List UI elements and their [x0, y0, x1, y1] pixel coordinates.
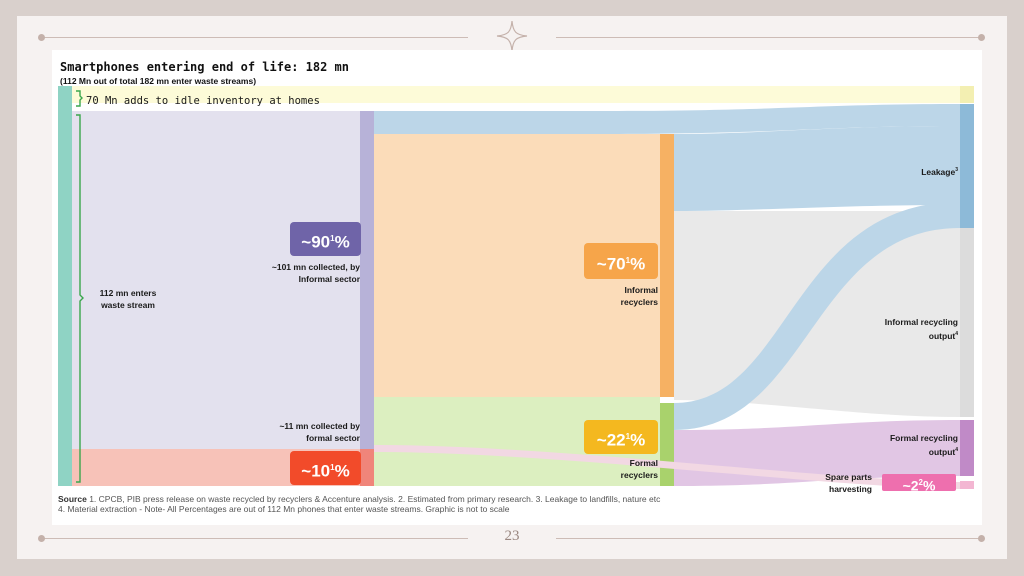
spare-parts-line2: harvesting — [829, 484, 872, 494]
bottom-left-dot — [38, 535, 45, 542]
idle-inventory-label: 70 Mn adds to idle inventory at homes — [86, 95, 320, 107]
informal-to-leakage-flow — [674, 126, 960, 211]
informal-collection-flow — [72, 111, 360, 449]
formal-collection-value: ~10 — [301, 461, 331, 481]
informal-collection-badge: ~901% — [290, 222, 361, 256]
informal-recyclers-line2: recyclers — [620, 297, 658, 307]
formal-collected-line2: formal sector — [306, 433, 360, 443]
idle-inventory-band — [72, 86, 974, 103]
spare-parts-sup: 2 — [918, 478, 923, 487]
source-line2: 4. Material extraction - Note- All Perce… — [58, 504, 510, 514]
formal-recycler-bar — [660, 403, 674, 486]
source-line1-wrap: Source 1. CPCB, PIB press release on was… — [58, 494, 660, 504]
formal-collected-line1: ~11 mn collected by — [279, 421, 360, 431]
waste-stream-bar — [58, 86, 72, 486]
leakage-label: Leakage3 — [880, 164, 958, 178]
top-rule-right — [556, 37, 981, 38]
informal-collected-label: ~101 mn collected, by Informal sector — [230, 261, 360, 285]
informal-output-line2: output — [928, 330, 956, 341]
leakage-flow-top — [374, 104, 960, 134]
figure-subtitle: (112 Mn out of total 182 mn enter waste … — [60, 76, 257, 86]
formal-output-line2-wrap: output4 — [840, 444, 958, 458]
source-label: Source — [58, 494, 87, 504]
informal-collection-sup: 1 — [330, 234, 335, 243]
informal-output-line2-wrap: output4 — [840, 328, 958, 342]
source-line1: 1. CPCB, PIB press release on waste recy… — [86, 494, 661, 504]
informal-collected-line1: ~101 mn collected, by — [271, 262, 360, 272]
formal-collection-bar — [360, 449, 374, 486]
spare-parts-line1: Spare parts — [825, 472, 872, 482]
spare-parts-flow — [374, 445, 960, 489]
informal-recycling-unit: % — [630, 254, 646, 274]
formal-output-line1: Formal recycling — [889, 433, 958, 443]
formal-output-end-bar — [960, 420, 974, 476]
idle-bracket — [76, 90, 83, 107]
formal-collection-unit: % — [334, 461, 350, 481]
waste-stream-bracket — [76, 114, 84, 483]
informal-recyclers-line1: Informal — [624, 285, 658, 295]
formal-collected-label: ~11 mn collected by formal sector — [230, 420, 360, 444]
page-number: 23 — [504, 528, 520, 544]
formal-recyclers-line1: Formal — [629, 458, 658, 468]
formal-recyclers-line2: recyclers — [620, 470, 658, 480]
informal-output-end-bar — [960, 228, 974, 417]
informal-output-sup: 4 — [955, 331, 958, 337]
informal-collection-unit: % — [334, 232, 350, 252]
spare-parts-badge: ~22% — [882, 474, 956, 494]
informal-output-line1: Informal recycling — [884, 317, 958, 327]
leakage-sup: 3 — [955, 167, 958, 173]
waste-stream-label-line1: 112 mn enters — [99, 288, 157, 298]
top-left-dot — [38, 34, 45, 41]
formal-output-sup: 4 — [955, 447, 958, 453]
bottom-rule-left — [43, 538, 468, 539]
spare-parts-value: ~2 — [902, 477, 919, 494]
bottom-right-dot — [978, 535, 985, 542]
formal-recycling-sup: 1 — [625, 432, 631, 441]
informal-recycling-value: ~70 — [596, 254, 626, 274]
informal-output-label: Informal recycling output4 — [840, 316, 958, 342]
formal-to-leakage-flow — [674, 202, 960, 430]
figure-title: Smartphones entering end of life: 182 mn — [60, 60, 349, 74]
formal-recycler-flow — [374, 397, 660, 486]
informal-recycling-badge: ~701% — [584, 243, 658, 279]
informal-collection-value: ~90 — [301, 232, 331, 252]
informal-recyclers-label: Informal recyclers — [580, 284, 658, 308]
waste-stream-label-line2: waste stream — [101, 300, 155, 310]
formal-recyclers-label: Formal recyclers — [580, 457, 658, 481]
waste-stream-label: 112 mn enters waste stream — [84, 287, 172, 311]
bottom-rule-right — [556, 538, 981, 539]
leakage-end-bar — [960, 104, 974, 228]
formal-recycling-value: ~22 — [596, 430, 626, 450]
informal-recycling-sup: 1 — [625, 256, 631, 265]
spare-parts-label: Spare parts harvesting — [800, 471, 872, 495]
source-note: Source 1. CPCB, PIB press release on was… — [58, 494, 660, 514]
top-right-dot — [978, 34, 985, 41]
spare-parts-unit: % — [922, 477, 936, 494]
top-rule-left — [43, 37, 468, 38]
formal-recycling-unit: % — [630, 430, 646, 450]
formal-collection-badge: ~101% — [290, 451, 361, 485]
leakage-text: Leakage — [921, 166, 956, 177]
informal-collected-line2: Informal sector — [298, 274, 360, 284]
formal-output-line2: output — [928, 446, 956, 457]
formal-output-label: Formal recycling output4 — [840, 432, 958, 458]
formal-collection-sup: 1 — [330, 463, 335, 472]
formal-recycling-badge: ~221% — [584, 420, 658, 454]
spare-parts-end-bar — [960, 481, 974, 489]
informal-collection-bar — [360, 111, 374, 449]
idle-end-bar — [960, 86, 974, 103]
informal-recycler-bar — [660, 134, 674, 397]
